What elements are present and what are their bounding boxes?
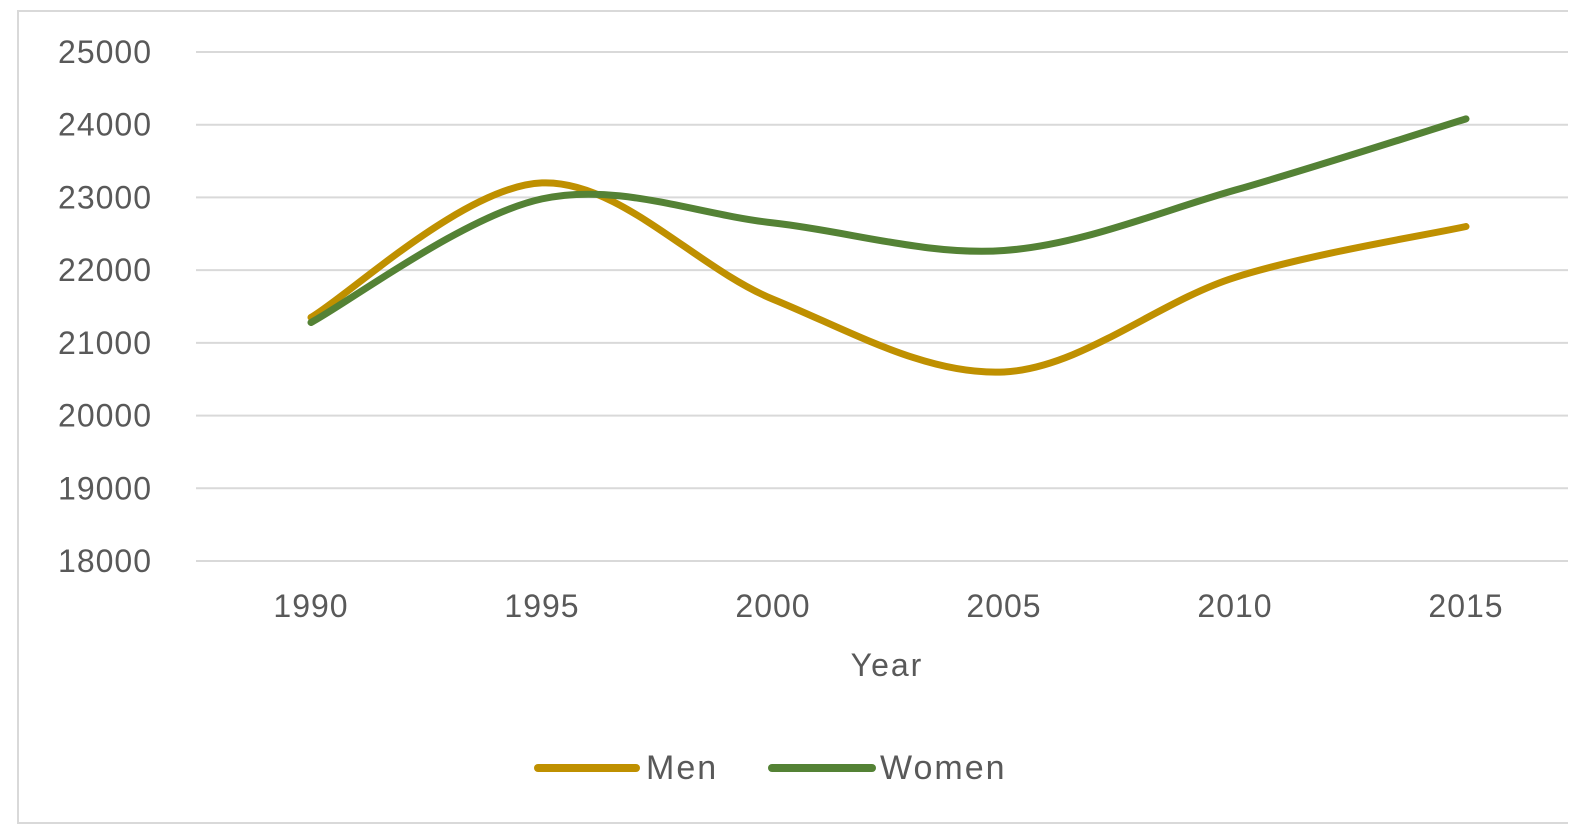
y-tick-label: 23000 bbox=[58, 179, 152, 215]
legend-label-men: Men bbox=[646, 749, 718, 787]
x-axis-title: Year bbox=[851, 647, 924, 683]
y-axis-tick-labels: 18000 19000 20000 21000 22000 23000 24000 25000 bbox=[58, 34, 152, 579]
y-tick-label: 21000 bbox=[58, 325, 152, 361]
y-tick-label: 19000 bbox=[58, 470, 152, 506]
series-line-women bbox=[307, 115, 1470, 326]
x-axis-tick-labels: 1990 1995 2000 2005 2010 2015 bbox=[273, 588, 1503, 624]
x-tick-label: 1995 bbox=[504, 588, 579, 624]
y-tick-label: 25000 bbox=[58, 34, 152, 70]
y-tick-label: 24000 bbox=[58, 107, 152, 143]
y-tick-label: 18000 bbox=[58, 543, 152, 579]
x-tick-label: 2010 bbox=[1197, 588, 1272, 624]
gridlines bbox=[196, 51, 1568, 562]
chart-frame bbox=[17, 10, 1568, 824]
x-tick-label: 2015 bbox=[1428, 588, 1503, 624]
x-tick-label: 2000 bbox=[735, 588, 810, 624]
y-tick-label: 22000 bbox=[58, 252, 152, 288]
series-lines bbox=[307, 115, 1470, 376]
y-tick-label: 20000 bbox=[58, 398, 152, 434]
series-line-men bbox=[307, 179, 1470, 376]
x-tick-label: 2005 bbox=[966, 588, 1041, 624]
x-tick-label: 1990 bbox=[273, 588, 348, 624]
legend-label-women: Women bbox=[880, 749, 1007, 787]
legend: Men Women bbox=[534, 749, 1007, 787]
